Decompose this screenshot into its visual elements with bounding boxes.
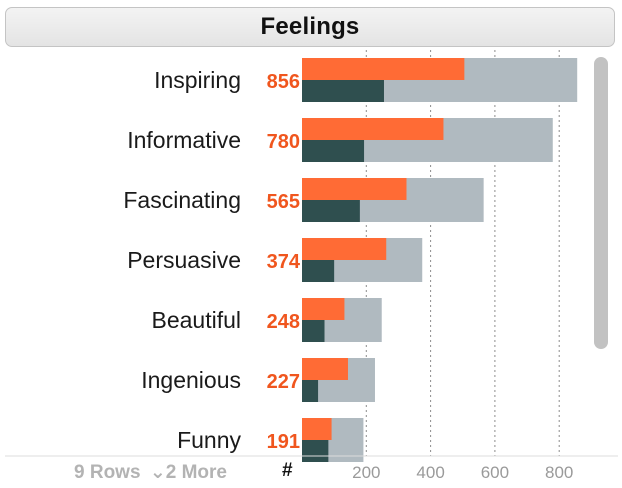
row-value: 374 [267,251,301,273]
row-value: 227 [267,371,300,393]
bar-orange [302,238,387,260]
more-count: 2 More [165,462,227,483]
bar-orange [302,298,345,320]
bar-orange [302,178,407,200]
widget-header[interactable]: Feelings [5,7,615,47]
bars [302,58,578,462]
bar-dark [302,80,384,102]
bar-dark [302,260,335,282]
bar-orange [302,358,348,380]
bar-group-funny[interactable] [302,418,364,462]
row-label: Funny [177,427,241,453]
bar-orange [302,118,444,140]
row-label: Inspiring [154,67,241,93]
chevron-down-icon: ⌄ [149,462,166,483]
bar-dark [302,380,319,402]
x-axis-ticks: 200 400 600 800 [352,463,573,482]
row-label: Informative [127,127,241,153]
row-labels: Inspiring 856 Informative 780 Fascinating 565… [123,67,300,453]
bar-group-persuasive[interactable] [302,238,423,282]
row-value: 856 [267,71,300,93]
row-summary[interactable]: 9 Rows ⌄2 More [74,461,227,484]
row-label: Persuasive [127,247,241,273]
row-label: Ingenious [141,367,241,393]
bar-group-inspiring[interactable] [302,58,578,102]
row-value: 191 [267,431,300,453]
count-column-header[interactable]: # [282,460,293,481]
bar-group-informative[interactable] [302,118,553,162]
tick-label: 200 [352,463,380,482]
bar-group-beautiful[interactable] [302,298,382,342]
bar-orange [302,418,332,440]
widget-title: Feelings [260,13,360,40]
rows-count: 9 Rows [74,462,141,483]
tick-label: 400 [416,463,444,482]
row-value: 565 [267,191,300,213]
bar-dark [302,440,329,462]
bar-group-ingenious[interactable] [302,358,375,402]
tick-label: 800 [545,463,573,482]
bar-dark [302,140,365,162]
bar-group-fascinating[interactable] [302,178,484,222]
row-value: 780 [267,131,300,153]
tick-label: 600 [481,463,509,482]
row-label: Fascinating [123,187,241,213]
bar-dark [302,320,325,342]
bar-dark [302,200,360,222]
bar-orange [302,58,465,80]
row-value: 248 [267,311,300,333]
scrollbar-thumb[interactable] [594,57,608,349]
row-label: Beautiful [151,307,241,333]
